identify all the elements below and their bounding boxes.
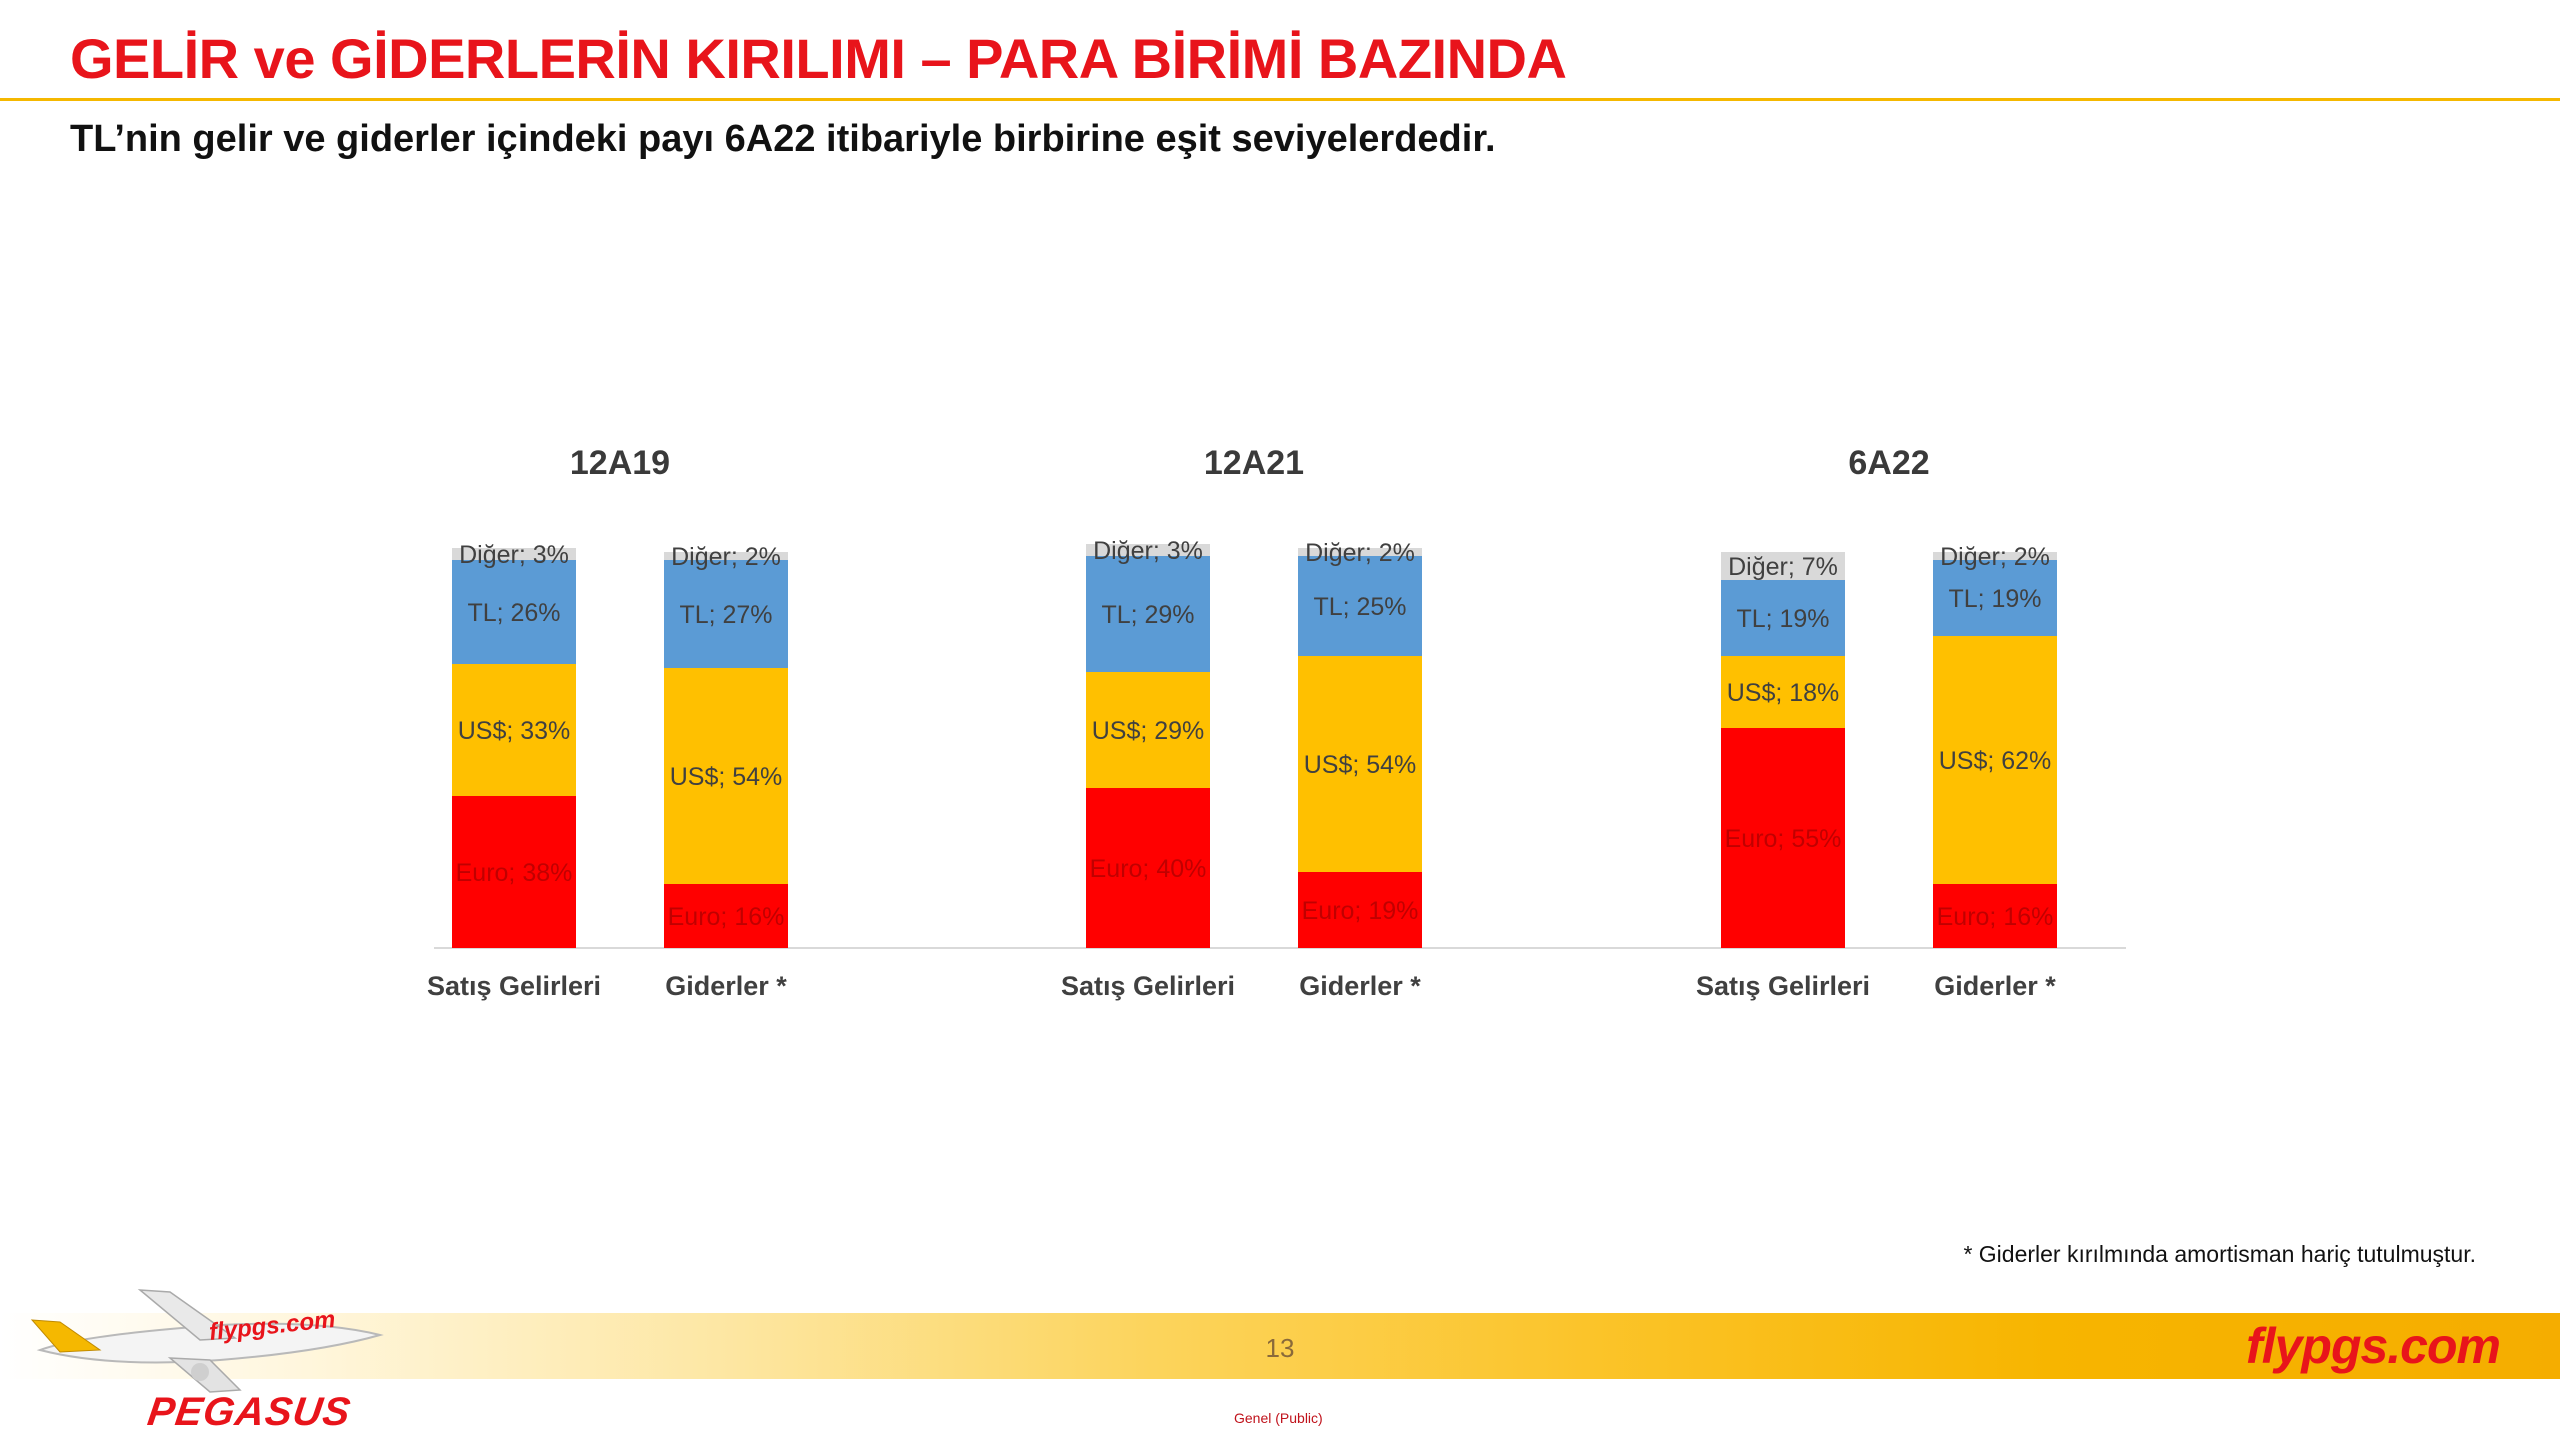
bar-segment-euro <box>1086 788 1210 948</box>
data-label: US$; 29% <box>1092 717 1205 745</box>
group-label: 12A21 <box>1204 444 1304 482</box>
data-label: Diğer; 3% <box>459 541 569 569</box>
data-label: Diğer; 7% <box>1728 553 1838 581</box>
data-label: Euro; 16% <box>668 903 785 931</box>
data-label: Diğer; 2% <box>671 543 781 571</box>
bar-segment-us <box>1933 636 2057 884</box>
category-tick-label: Satış Gelirleri <box>1696 971 1870 1001</box>
data-label: US$; 54% <box>1304 751 1417 779</box>
data-label: Diğer; 3% <box>1093 537 1203 565</box>
bar-segment-euro <box>1298 872 1422 948</box>
bar-segment-dier <box>1933 552 2057 560</box>
data-label: Euro; 16% <box>1937 903 2054 931</box>
bar-segment-tl <box>1298 556 1422 656</box>
title-divider <box>0 98 2560 101</box>
data-label: Euro; 38% <box>456 859 573 887</box>
page-number: 13 <box>1265 1333 1295 1363</box>
data-label: US$; 18% <box>1727 679 1840 707</box>
bar-segment-us <box>1721 656 1845 728</box>
bar-segment-euro <box>664 884 788 948</box>
bar-segment-us <box>1298 656 1422 872</box>
page-subtitle: TL’nin gelir ve giderler içindeki payı 6… <box>70 118 1496 160</box>
category-tick-label: Giderler * <box>1299 971 1421 1001</box>
bar-segment-dier <box>1086 544 1210 556</box>
bar-segment-us <box>664 668 788 884</box>
bar-segment-euro <box>1933 884 2057 948</box>
footnote: * Giderler kırılmında amortisman hariç t… <box>1963 1241 2476 1267</box>
bar-segment-tl <box>664 560 788 668</box>
bar-segment-euro <box>1721 728 1845 948</box>
category-tick-label: Satış Gelirleri <box>427 971 601 1001</box>
data-label: TL; 26% <box>467 599 560 627</box>
category-tick-label: Giderler * <box>665 971 787 1001</box>
data-label: US$; 54% <box>670 763 783 791</box>
data-label: Diğer; 2% <box>1305 539 1415 567</box>
group-label: 12A19 <box>570 444 670 482</box>
brand-url: flypgs.com <box>2246 1318 2501 1374</box>
group-label: 6A22 <box>1848 444 1929 482</box>
pegasus-logo-text: PEGASUS <box>144 1390 354 1434</box>
data-label: US$; 33% <box>458 717 571 745</box>
classification-label: Genel (Public) <box>1234 1410 1323 1426</box>
data-label: Euro; 55% <box>1725 825 1842 853</box>
data-label: TL; 19% <box>1736 605 1829 633</box>
bar-segment-tl <box>1721 580 1845 656</box>
data-label: US$; 62% <box>1939 747 2052 775</box>
bar-segment-tl <box>1086 556 1210 672</box>
data-label: TL; 27% <box>679 601 772 629</box>
bar-segment-dier <box>1721 552 1845 580</box>
data-label: TL; 19% <box>1948 585 2041 613</box>
data-label: TL; 25% <box>1313 593 1406 621</box>
bar-segment-dier <box>1298 548 1422 556</box>
pegasus-plane-logo: flypgs.com <box>30 1289 384 1393</box>
data-label: Euro; 40% <box>1090 855 1207 883</box>
page-title: GELİR ve GİDERLERİN KIRILIMI – PARA BİRİ… <box>70 27 1567 90</box>
bar-segment-dier <box>452 548 576 560</box>
data-label: Euro; 19% <box>1302 897 1419 925</box>
footer-band <box>0 1313 2560 1379</box>
data-label: TL; 29% <box>1101 601 1194 629</box>
bar-segment-dier <box>664 552 788 560</box>
category-tick-label: Satış Gelirleri <box>1061 971 1235 1001</box>
bar-segment-tl <box>452 560 576 664</box>
bar-segment-euro <box>452 796 576 948</box>
bar-segment-us <box>452 664 576 796</box>
category-tick-label: Giderler * <box>1934 971 2056 1001</box>
bar-segment-us <box>1086 672 1210 788</box>
bar-segment-tl <box>1933 560 2057 636</box>
data-label: Diğer; 2% <box>1940 543 2050 571</box>
